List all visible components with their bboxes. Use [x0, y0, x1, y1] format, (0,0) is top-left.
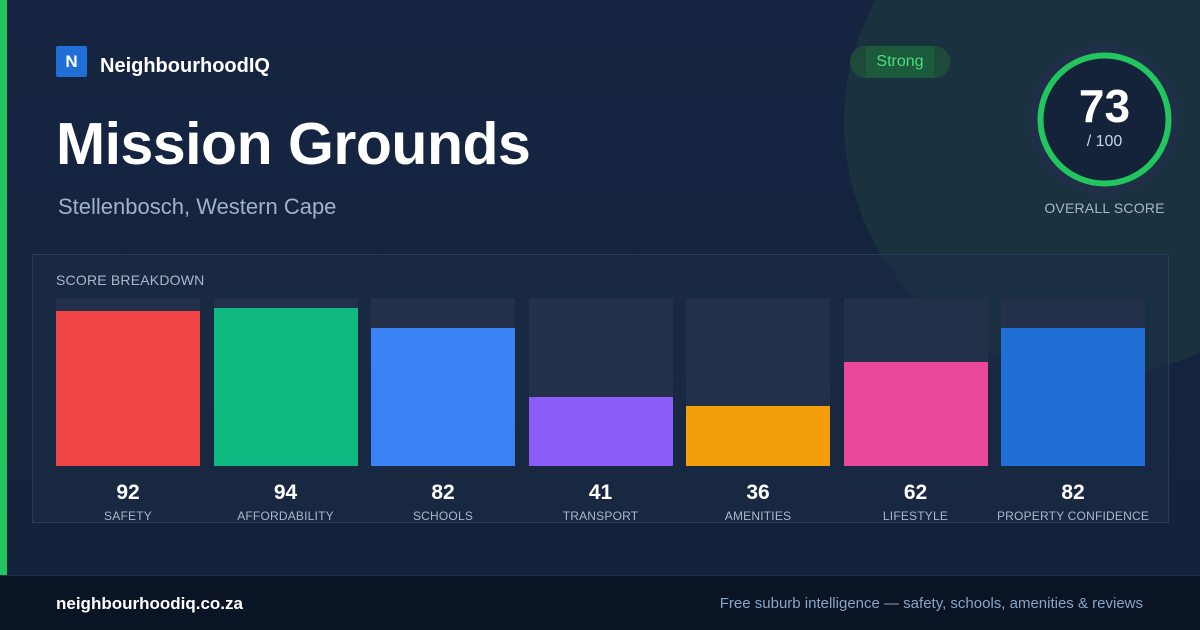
bar-track-property-confidence [1001, 298, 1145, 466]
overall-score-max: / 100 [1086, 133, 1123, 150]
footer: neighbourhoodiq.co.za Free suburb intell… [0, 575, 1200, 630]
brand-name: NeighbourhoodIQ [100, 55, 270, 77]
bar-value-property-confidence: 82 [1061, 481, 1085, 504]
bar-label-lifestyle: LIFESTYLE [882, 509, 949, 523]
bar-value-amenities: 36 [746, 481, 770, 504]
bar-affordability [213, 308, 358, 466]
score-breakdown-title: SCORE BREAKDOWN [56, 272, 205, 288]
bar-label-property-confidence: PROPERTY CONFIDENCE [996, 509, 1150, 523]
overall-score-gauge: 73 / 100 [1028, 43, 1181, 196]
bar-track-schools [371, 298, 515, 466]
bar-transport [528, 397, 673, 466]
footer-url[interactable]: neighbourhoodiq.co.za [56, 594, 243, 613]
suburb-title: Mission Grounds [56, 111, 531, 177]
suburb-location: Stellenbosch, Western Cape [58, 194, 337, 219]
bar-label-transport: TRANSPORT [562, 509, 639, 523]
accent-strip [0, 0, 7, 575]
bar-schools [371, 328, 515, 466]
bar-safety [56, 311, 200, 466]
bar-lifestyle [843, 361, 988, 466]
bar-track-affordability [213, 298, 358, 466]
share-card: N NeighbourhoodIQ Mission Grounds Stelle… [0, 0, 1200, 575]
score-ring-icon [1028, 43, 1181, 196]
overall-score-label: OVERALL SCORE [1044, 200, 1165, 216]
rating-badge-label: Strong [876, 53, 924, 70]
bar-value-lifestyle: 62 [903, 481, 928, 504]
bar-label-schools: SCHOOLS [412, 509, 474, 523]
bar-label-affordability: AFFORDABILITY [237, 509, 334, 523]
bar-value-transport: 41 [588, 481, 613, 504]
bar-track-amenities [686, 298, 830, 466]
bar-track-safety [56, 298, 200, 466]
bar-label-safety: SAFETY [104, 509, 152, 523]
bar-property-confidence [1001, 328, 1145, 466]
bar-track-transport [528, 298, 673, 466]
bar-track-lifestyle [843, 298, 988, 466]
score-breakdown-bars: 92 SAFETY 94 AFFORDABILITY 82 SCHOOLS 41 TRANSP… [33, 255, 1170, 524]
brand[interactable]: N NeighbourhoodIQ [56, 46, 270, 77]
rating-badge: Strong [850, 46, 950, 78]
overall-score-value: 73 [1078, 80, 1131, 132]
bar-value-schools: 82 [431, 481, 455, 504]
bar-value-affordability: 94 [273, 481, 298, 504]
brand-logo-icon: N [56, 46, 87, 77]
footer-tagline: Free suburb intelligence — safety, schoo… [719, 595, 1143, 612]
bar-amenities [686, 405, 830, 466]
score-breakdown-panel: SCORE BREAKDOWN 92 SAFETY 94 AFFORDABILITY 8… [32, 254, 1169, 523]
bar-value-safety: 92 [116, 481, 140, 504]
bar-label-amenities: AMENITIES [724, 509, 792, 523]
